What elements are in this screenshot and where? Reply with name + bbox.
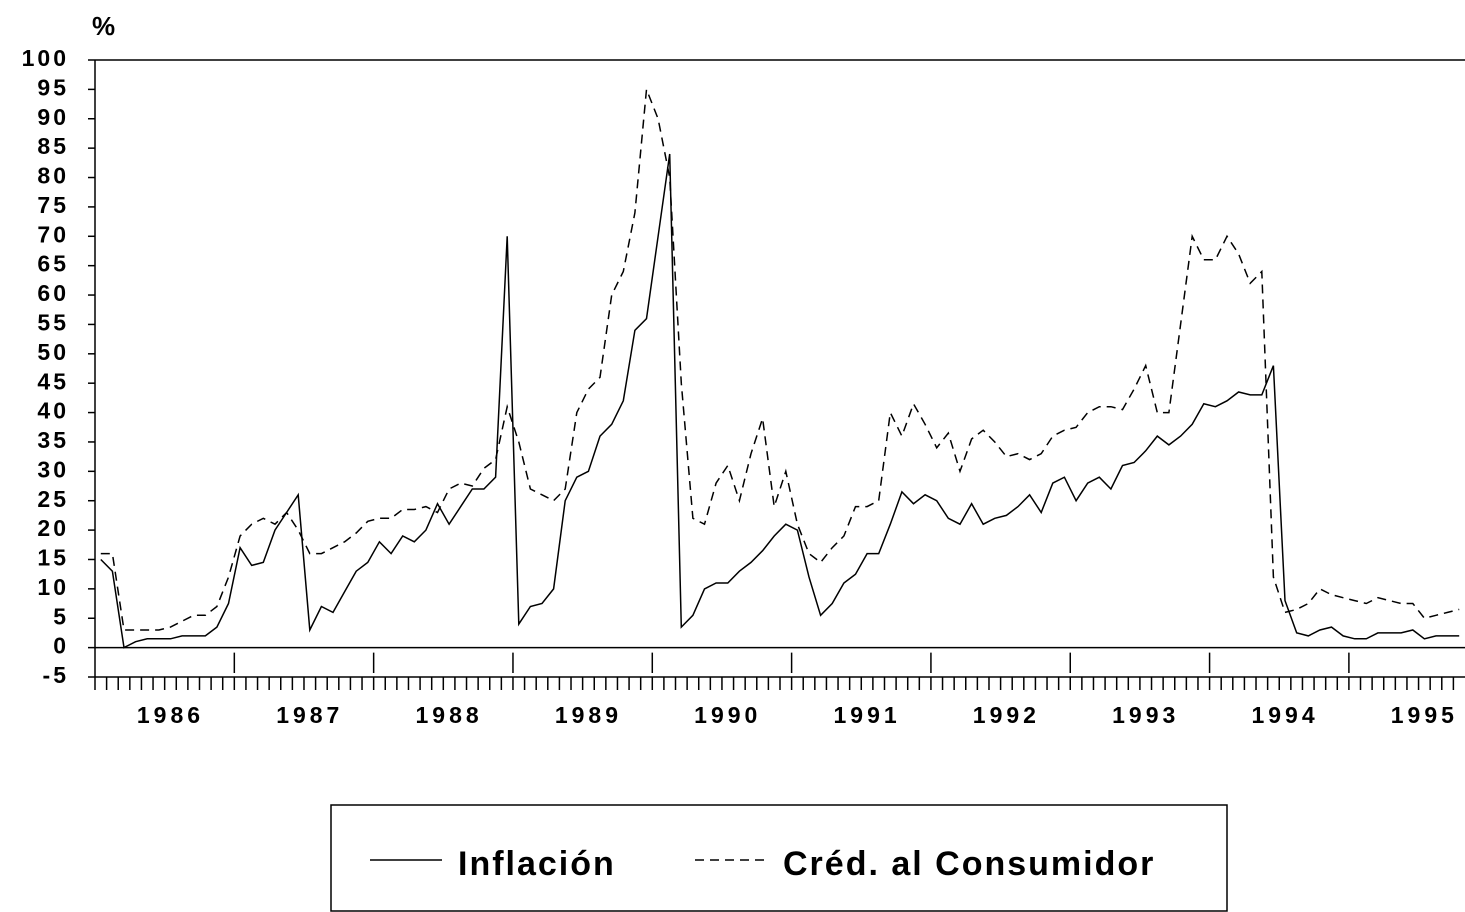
x-tick-label: 1987	[276, 702, 343, 728]
series-line	[100, 89, 1460, 631]
legend-label: Inflación	[458, 845, 616, 883]
y-tick-label: 20	[37, 515, 69, 541]
y-tick-label: 45	[37, 368, 69, 394]
y-tick-label: 65	[37, 251, 69, 277]
y-tick-label: 55	[37, 310, 69, 336]
y-tick-label: 90	[37, 104, 69, 130]
y-tick-label: 15	[37, 545, 69, 571]
y-tick-label: 80	[37, 163, 69, 189]
y-tick-label: 100	[22, 45, 69, 71]
x-tick-label: 1991	[833, 702, 900, 728]
y-tick-label: 10	[37, 574, 69, 600]
y-tick-label: 0	[53, 633, 69, 659]
x-tick-label: 1995	[1391, 702, 1458, 728]
y-tick-label: 5	[53, 603, 69, 629]
y-tick-label: 85	[37, 133, 69, 159]
y-tick-label: 95	[37, 74, 69, 100]
y-tick-label: 60	[37, 280, 69, 306]
x-tick-label: 1993	[1112, 702, 1179, 728]
y-axis-label: %	[92, 11, 115, 41]
x-tick-label: 1986	[137, 702, 204, 728]
y-tick-label: 35	[37, 427, 69, 453]
x-tick-label: 1994	[1251, 702, 1318, 728]
y-tick-label: 50	[37, 339, 69, 365]
legend-label: Créd. al Consumidor	[783, 845, 1155, 883]
x-tick-label: 1990	[694, 702, 761, 728]
x-tick-label: 1989	[555, 702, 622, 728]
y-tick-label: 40	[37, 398, 69, 424]
y-tick-label: -5	[43, 662, 69, 688]
y-tick-label: 75	[37, 192, 69, 218]
y-tick-label: 70	[37, 221, 69, 247]
y-tick-label: 30	[37, 456, 69, 482]
x-tick-label: 1992	[973, 702, 1040, 728]
y-tick-label: 25	[37, 486, 69, 512]
series-line	[100, 153, 1460, 649]
legend-box	[330, 804, 1228, 912]
x-tick-label: 1988	[416, 702, 483, 728]
